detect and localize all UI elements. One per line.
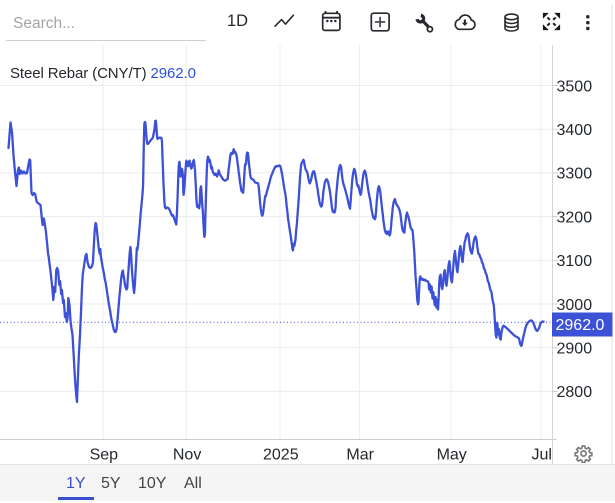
svg-text:3100: 3100	[557, 253, 593, 270]
svg-text:3500: 3500	[557, 78, 593, 95]
svg-text:3200: 3200	[557, 209, 593, 226]
svg-text:3400: 3400	[557, 122, 593, 139]
svg-text:2962.0: 2962.0	[556, 317, 605, 334]
svg-text:2025: 2025	[263, 446, 299, 463]
svg-text:May: May	[437, 446, 467, 463]
svg-text:2800: 2800	[557, 384, 593, 401]
svg-text:3300: 3300	[557, 166, 593, 183]
svg-text:2900: 2900	[557, 341, 593, 358]
svg-text:Nov: Nov	[173, 446, 201, 463]
svg-text:Jul: Jul	[531, 446, 551, 463]
svg-text:Sep: Sep	[90, 446, 119, 463]
svg-text:Mar: Mar	[346, 446, 374, 463]
svg-text:3000: 3000	[557, 297, 593, 314]
